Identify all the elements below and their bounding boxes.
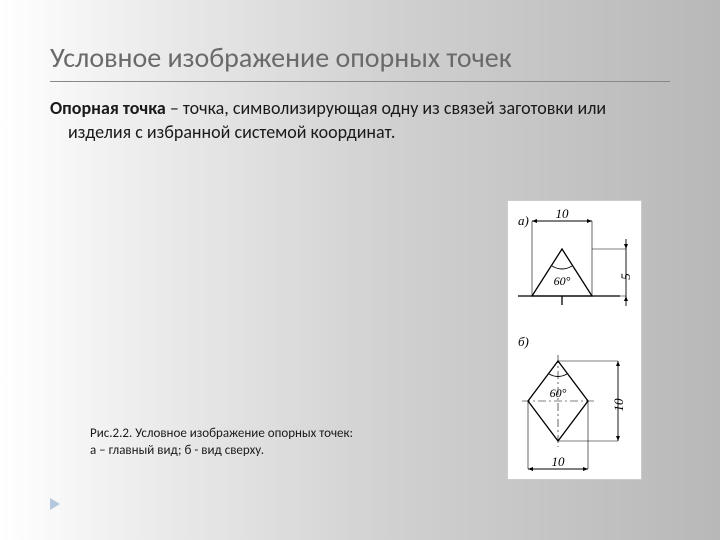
caption-line-1: Рис.2.2. Условное изображение опорных то… xyxy=(90,426,353,441)
svg-text:60°: 60° xyxy=(550,386,567,400)
svg-text:10: 10 xyxy=(552,454,566,469)
svg-text:5: 5 xyxy=(618,273,633,280)
figure-caption: Рис.2.2. Условное изображение опорных то… xyxy=(90,425,353,460)
figure-svg: а) 60° 10 5 б) 60° 10 10 xyxy=(508,201,643,481)
definition-paragraph: Опорная точка – точка, символизирующая о… xyxy=(50,96,610,145)
svg-text:10: 10 xyxy=(556,206,570,221)
page-title: Условное изображение опорных точек xyxy=(50,40,670,82)
technical-figure: а) 60° 10 5 б) 60° 10 10 xyxy=(507,200,642,480)
svg-text:60°: 60° xyxy=(554,274,571,288)
svg-text:10: 10 xyxy=(611,398,626,412)
svg-text:б): б) xyxy=(518,334,529,349)
svg-text:а): а) xyxy=(518,213,529,228)
term: Опорная точка xyxy=(50,97,166,119)
slide-bullet-icon xyxy=(50,498,60,510)
caption-line-2: а – главный вид; б - вид сверху. xyxy=(90,443,264,458)
